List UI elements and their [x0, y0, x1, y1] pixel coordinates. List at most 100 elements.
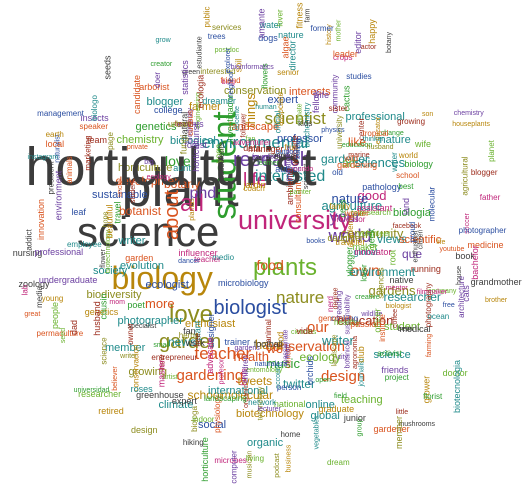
cloud-word-small: senior: [277, 67, 299, 77]
cloud-word-small: life: [436, 239, 446, 247]
cloud-word: molecular: [221, 388, 274, 402]
cloud-word-small: professional: [34, 246, 84, 257]
cloud-word-small: education: [341, 142, 373, 150]
cloud-word-small: friends: [381, 365, 409, 376]
cloud-word-small: business: [285, 444, 293, 473]
cloud-word: environment: [349, 265, 416, 279]
cloud-word: university: [238, 204, 353, 235]
cloud-word-small: hiking: [182, 437, 204, 447]
cloud-word-small: activist: [377, 348, 402, 358]
cloud-word-small: wild: [344, 153, 359, 163]
cloud-word-small: writer: [120, 352, 138, 360]
cloud-word: good: [357, 187, 387, 203]
cloud-word: blogger: [146, 95, 184, 108]
cloud-word-small: forest: [184, 140, 207, 151]
cloud-word-small: doer: [153, 72, 163, 89]
cloud-word-small: young: [41, 294, 64, 304]
cloud-word-small: college: [154, 105, 183, 116]
cloud-word-small: tea: [350, 208, 364, 219]
cloud-word-small: outdoor: [275, 149, 300, 157]
cloud-word-small: undergraduate: [38, 275, 98, 286]
cloud-word-small: growing: [397, 116, 426, 126]
cloud-word-small: poet: [127, 299, 145, 310]
cloud-word-small: musician: [246, 450, 254, 479]
cloud-word-small: healthy: [333, 317, 360, 327]
cloud-word: community: [340, 225, 404, 241]
cloud-word: lover: [165, 153, 196, 169]
cloud-word-small: biologist: [385, 302, 412, 310]
cloud-word-small: botanical: [344, 340, 352, 369]
cloud-word-small: succulents: [217, 141, 227, 180]
cloud-word-small: city: [337, 354, 348, 362]
cloud-word-small: microbes: [214, 455, 247, 465]
cloud-word-small: travel: [112, 201, 123, 224]
cloud-word: love: [169, 301, 214, 328]
cloud-word-small: wife: [313, 89, 330, 100]
cloud-word-small: entrepreneur: [151, 352, 198, 362]
cloud-word: society: [93, 264, 128, 277]
cloud-word-small: bachelor: [469, 244, 480, 280]
cloud-word-small: doctor: [442, 368, 468, 379]
cloud-word: news: [168, 335, 197, 349]
cloud-word-small: living: [245, 453, 265, 463]
cloud-word-small: painter: [289, 189, 312, 197]
cloud-word: research: [233, 149, 311, 171]
cloud-word-small: associate: [276, 91, 286, 126]
cloud-word: expert: [267, 93, 299, 106]
cloud-word-small: green: [182, 68, 201, 76]
cloud-word-small: dreamer: [202, 95, 236, 106]
cloud-word-small: postdoc: [214, 47, 240, 55]
cloud-word-small: vida: [296, 325, 313, 336]
cloud-word-small: football: [253, 338, 283, 349]
cloud-word: growing: [128, 365, 168, 378]
cloud-word-small: ocean: [427, 312, 450, 322]
cloud-word-small: computer: [230, 450, 240, 484]
cloud-word: writer: [118, 234, 146, 247]
cloud-word: botany: [164, 177, 201, 191]
cloud-word: art: [342, 156, 357, 170]
cloud-word-small: indoor: [192, 414, 215, 424]
cloud-word-small: researcher: [78, 389, 122, 400]
cloud-word-small: statistics: [179, 60, 190, 96]
cloud-word-small: singer: [274, 151, 299, 162]
cloud-word-small: passionate: [281, 330, 289, 364]
cloud-word-small: fruit: [284, 143, 298, 153]
cloud-word-small: podcast: [274, 453, 282, 478]
cloud-word-small: sister: [328, 103, 348, 113]
cloud-word-small: passion: [350, 318, 382, 329]
cloud-word-small: speaker: [79, 122, 108, 132]
cloud-word-small: open: [315, 377, 331, 385]
cloud-word-small: work: [185, 338, 205, 349]
cloud-word: interests: [289, 85, 331, 98]
cloud-word: botanist: [119, 204, 162, 218]
cloud-word-small: happy: [366, 18, 377, 44]
cloud-word-small: permaculture: [36, 328, 84, 338]
cloud-word-small: book: [455, 251, 475, 262]
cloud-word-small: nature: [278, 29, 304, 40]
cloud-word: garden: [159, 331, 222, 353]
cloud-word-small: botany: [386, 31, 394, 53]
cloud-word-small: gardener: [373, 424, 410, 435]
cloud-word-small: plantas: [189, 197, 197, 221]
cloud-word-small: nerd: [325, 296, 335, 313]
cloud-word: scientist: [264, 108, 326, 128]
cloud-word: horticulturist: [25, 137, 317, 197]
cloud-word: phd: [189, 185, 217, 202]
cloud-word: organic: [247, 436, 284, 449]
cloud-word-small: big: [144, 158, 154, 166]
cloud-word: plant: [121, 158, 239, 218]
cloud-word-small: native: [389, 274, 414, 285]
cloud-word-small: chemistry: [453, 109, 484, 117]
cloud-word: professor: [277, 132, 323, 145]
cloud-word-small: creative: [355, 294, 380, 302]
cloud-word-small: media: [35, 286, 45, 309]
cloud-word-small: entomology: [246, 366, 283, 374]
cloud-word-small: citizen: [417, 229, 425, 250]
cloud-word: agriculture: [321, 197, 383, 213]
cloud-word-small: blog: [221, 79, 235, 87]
cloud-word-small: interested: [200, 66, 236, 76]
cloud-word: global: [310, 409, 340, 422]
cloud-word-small: old: [332, 167, 343, 177]
cloud-word: tweets: [237, 374, 273, 388]
cloud-word: all: [180, 190, 205, 217]
